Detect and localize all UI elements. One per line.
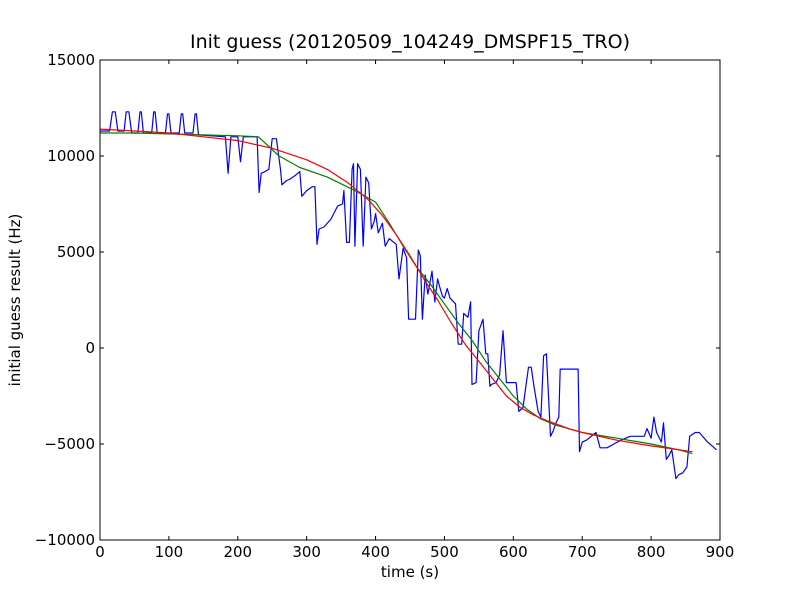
- x-tick-label: 800: [637, 543, 666, 561]
- plot-area: [100, 60, 720, 540]
- tick-layer: 0 100 200 300 400 500 600 700 800 900 −10000 −5000 0…: [35, 51, 735, 561]
- y-tick-label: 10000: [47, 147, 95, 165]
- x-tick-label: 0: [95, 543, 105, 561]
- x-tick-label: 400: [361, 543, 390, 561]
- y-tick-label: −10000: [35, 531, 95, 549]
- x-tick-label: 500: [430, 543, 459, 561]
- y-tick-label: 5000: [57, 243, 95, 261]
- x-tick-label: 600: [499, 543, 528, 561]
- x-tick-label: 900: [706, 543, 735, 561]
- series-line-2: [99, 128, 693, 453]
- y-tick-label: 0: [85, 339, 95, 357]
- series-layer: [99, 111, 717, 480]
- series-line-0: [100, 111, 717, 480]
- x-tick-label: 200: [223, 543, 252, 561]
- plot-frame: [99, 59, 721, 541]
- y-axis-label: initial guess result (Hz): [6, 214, 24, 387]
- y-tick-label: −5000: [44, 435, 95, 453]
- chart-title: Init guess (20120509_104249_DMSPF15_TRO): [190, 31, 630, 53]
- x-tick-label: 700: [568, 543, 597, 561]
- x-tick-label: 300: [292, 543, 321, 561]
- x-tick-label: 100: [155, 543, 184, 561]
- x-axis-label: time (s): [381, 563, 439, 581]
- y-tick-label: 15000: [47, 51, 95, 69]
